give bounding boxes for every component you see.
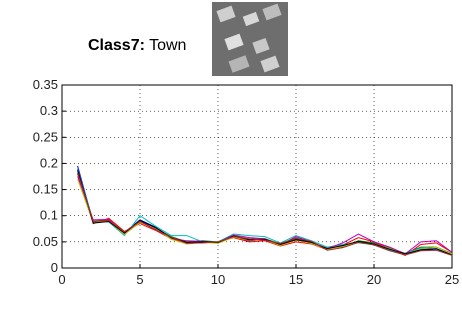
y-tick-label: 0.25 [33,129,58,144]
y-tick-label: 0 [51,260,58,275]
thumbnail [212,2,288,76]
y-tick-label: 0.3 [40,103,58,118]
y-tick-label: 0.35 [33,77,58,92]
y-tick-label: 0.05 [33,234,58,249]
x-tick-label: 5 [136,272,143,287]
y-tick-label: 0.1 [40,208,58,223]
x-tick-label: 10 [211,272,225,287]
x-tick-label: 15 [289,272,303,287]
x-tick-label: 20 [367,272,381,287]
chart-title: Class7: Town [88,37,186,54]
x-tick-label: 0 [58,272,65,287]
title-class: Class7: [88,37,145,54]
y-tick-label: 0.2 [40,155,58,170]
series-line [78,174,452,256]
y-tick-label: 0.15 [33,182,58,197]
series-line [78,179,452,254]
series-line [78,170,452,255]
series-line [78,169,452,255]
series-line [78,177,452,254]
x-tick-label: 25 [445,272,459,287]
series-line [78,173,452,256]
page: {"chart_data": {"type": "line", "title":… [0,0,462,310]
series-line [78,166,452,255]
plot-frame [62,85,452,268]
chart: Class7: Town 0 0.05 0.1 0.15 0.2 0.25 0.3 0.35 0… [0,0,462,310]
title-name: Town [149,37,186,54]
